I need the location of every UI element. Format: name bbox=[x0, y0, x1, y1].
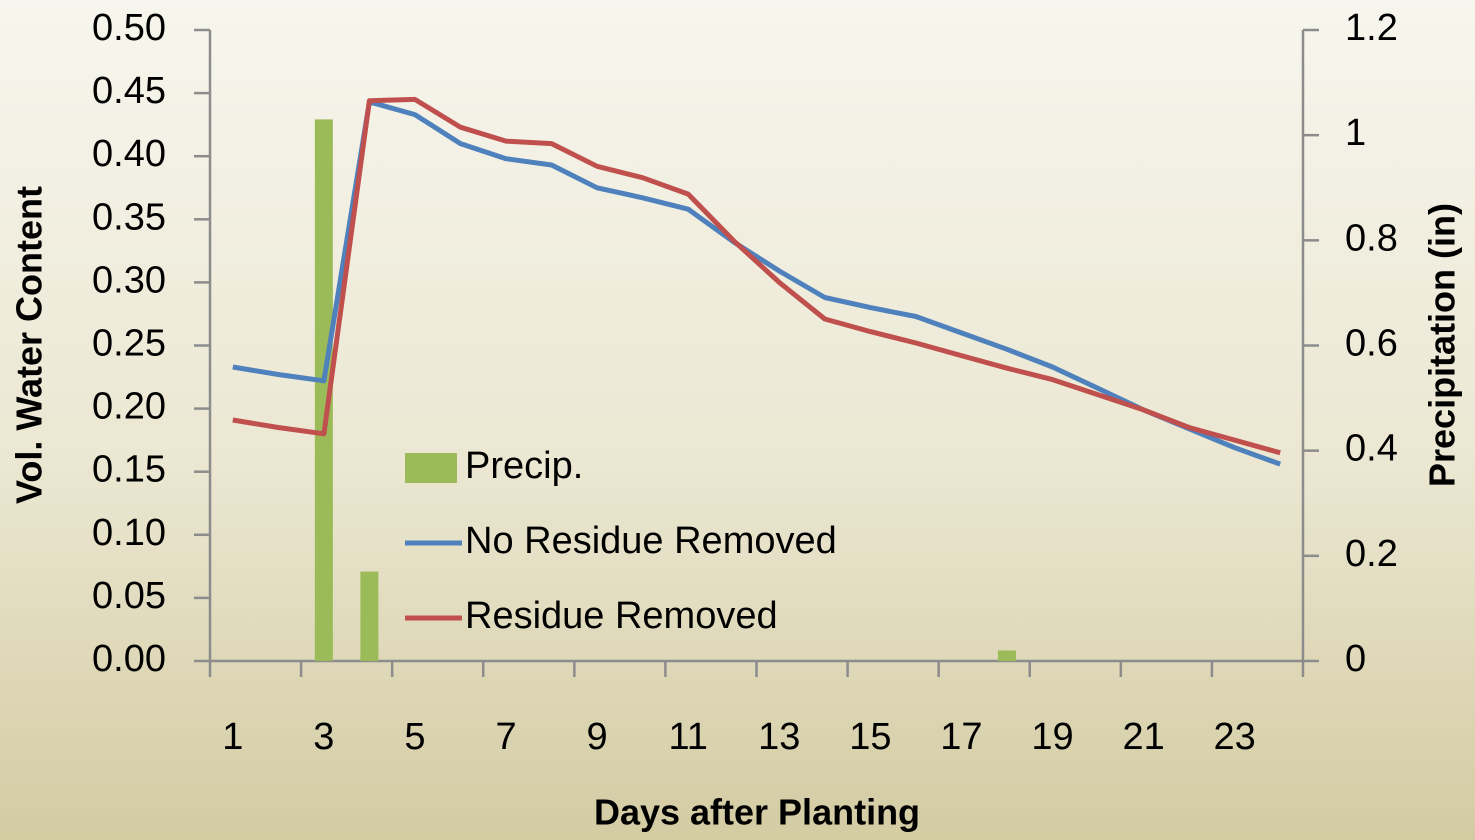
x-tick-label: 7 bbox=[495, 716, 516, 758]
x-tick-label: 5 bbox=[404, 716, 425, 758]
y2-tick-label: 0 bbox=[1345, 638, 1366, 680]
x-tick-label: 13 bbox=[758, 716, 800, 758]
y-tick-label: 0.10 bbox=[92, 512, 166, 554]
y2-axis-title: Precipitation (in) bbox=[1422, 203, 1463, 487]
y-tick-label: 0.40 bbox=[92, 133, 166, 175]
x-tick-label: 15 bbox=[849, 716, 891, 758]
x-tick-label: 1 bbox=[222, 716, 243, 758]
y-tick-label: 0.45 bbox=[92, 70, 166, 112]
y-tick-label: 0.15 bbox=[92, 449, 166, 491]
x-tick-label: 19 bbox=[1031, 716, 1073, 758]
y-tick-label: 0.05 bbox=[92, 575, 166, 617]
x-tick-label: 23 bbox=[1214, 716, 1256, 758]
bar bbox=[314, 119, 333, 662]
y-tick-label: 0.00 bbox=[92, 638, 166, 680]
legend-label: No Residue Removed bbox=[465, 520, 837, 562]
y2-tick-label: 1.2 bbox=[1345, 7, 1398, 49]
x-axis-title: Days after Planting bbox=[594, 792, 920, 833]
y2-tick-label: 0.6 bbox=[1345, 323, 1398, 365]
x-tick-label: 17 bbox=[940, 716, 982, 758]
y-tick-label: 0.35 bbox=[92, 196, 166, 238]
y-tick-label: 0.50 bbox=[92, 7, 166, 49]
legend-label: Residue Removed bbox=[465, 595, 778, 637]
bar bbox=[360, 571, 379, 661]
y2-tick-label: 0.4 bbox=[1345, 428, 1398, 470]
x-tick-label: 3 bbox=[313, 716, 334, 758]
y-tick-label: 0.20 bbox=[92, 386, 166, 428]
line bbox=[232, 96, 1281, 456]
y2-tick-label: 0.2 bbox=[1345, 533, 1398, 575]
x-tick-label: 21 bbox=[1122, 716, 1164, 758]
y2-tick-label: 0.8 bbox=[1345, 217, 1398, 259]
y-axis-title: Vol. Water Content bbox=[9, 186, 50, 504]
bar bbox=[997, 650, 1016, 661]
line bbox=[232, 99, 1282, 467]
x-tick-label: 11 bbox=[668, 716, 707, 758]
y-tick-label: 0.25 bbox=[92, 323, 166, 365]
y2-tick-label: 1 bbox=[1345, 112, 1366, 154]
x-tick-label: 9 bbox=[587, 716, 608, 758]
legend-swatch bbox=[405, 453, 457, 483]
y-tick-label: 0.30 bbox=[92, 259, 166, 301]
legend-label: Precip. bbox=[465, 445, 583, 487]
